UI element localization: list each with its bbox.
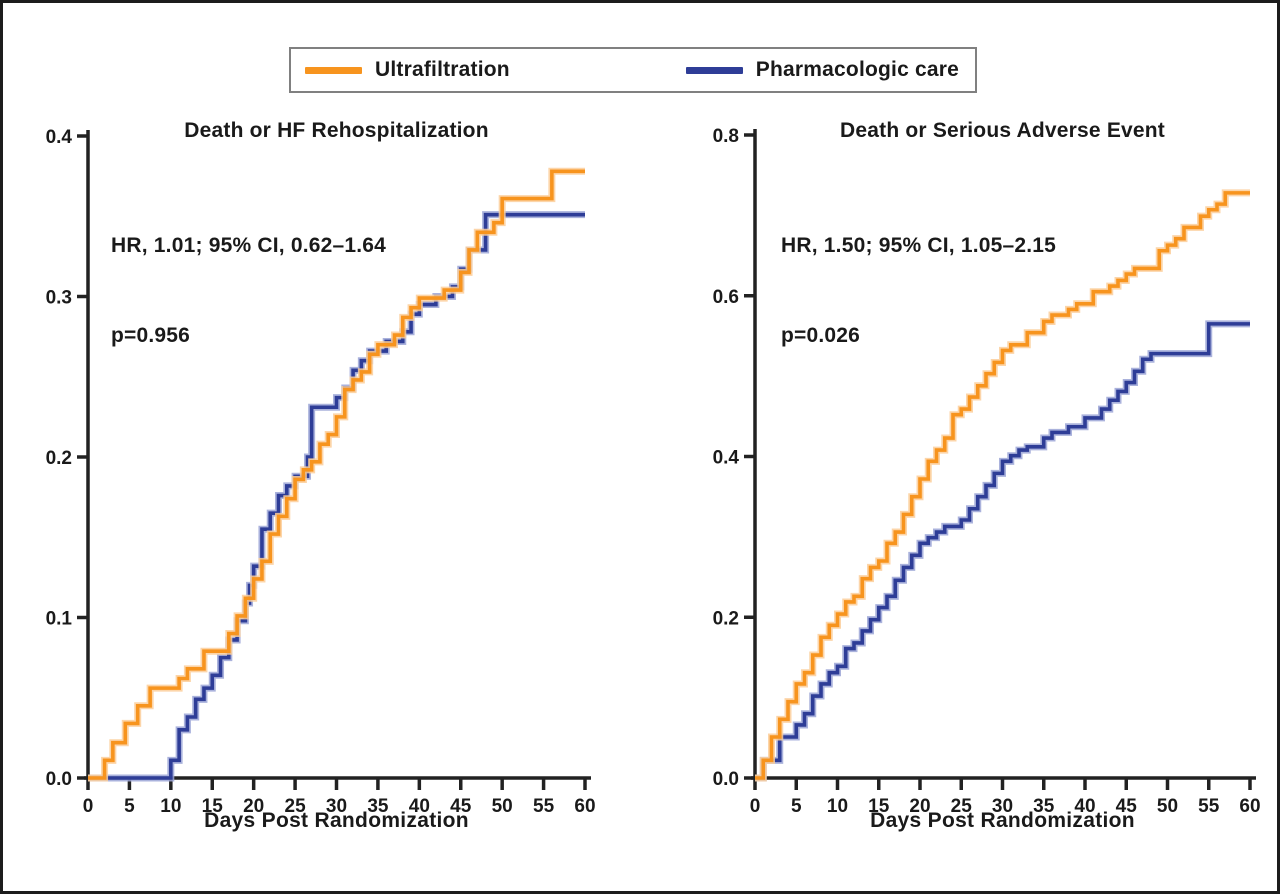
x-tick-label: 40 [409, 796, 430, 817]
y-tick-label: 0.2 [46, 448, 72, 469]
y-tick-label: 0.1 [46, 609, 73, 630]
series-line-pharmacologic-care [755, 322, 1250, 780]
x-tick-label: 30 [992, 796, 1013, 817]
y-tick-label: 0.2 [713, 608, 739, 629]
pharmacologic-care-line-swatch [685, 66, 743, 74]
kaplan-meier-charts-svg: 0.00.10.20.30.40 5 10 15 20 25 30 35 40 45 50 55 600… [46, 126, 1261, 817]
series-halo-pharmacologic-care [88, 211, 585, 782]
x-tick-label: 15 [868, 796, 890, 817]
x-tick-label: 20 [243, 796, 264, 817]
legend: Ultrafiltration Pharmacologic care [289, 47, 977, 93]
x-tick-label: 10 [160, 796, 181, 817]
x-tick-label: 35 [367, 796, 389, 817]
right-chart-stats: HR, 1.50; 95% CI, 1.05–2.15 p=0.026 [781, 171, 1056, 411]
x-tick-label: 60 [1239, 796, 1260, 817]
right-x-axis-label: Days Post Randomization [870, 809, 1135, 832]
x-tick-label: 40 [1074, 796, 1095, 817]
right-chart-pvalue: p=0.026 [781, 324, 861, 347]
x-tick-label: 60 [574, 796, 595, 817]
left-x-axis-label: Days Post Randomization [204, 809, 469, 832]
right-chart-title: Death or Serious Adverse Event [840, 119, 1165, 142]
x-tick-label: 25 [285, 796, 307, 817]
x-tick-label: 50 [492, 796, 513, 817]
legend-item-pharmacologic-care: Pharmacologic care [685, 58, 959, 82]
legend-label-pharmacologic-care: Pharmacologic care [755, 58, 959, 81]
x-tick-label: 10 [827, 796, 848, 817]
right-chart-hr-ci: HR, 1.50; 95% CI, 1.05–2.15 [781, 234, 1057, 257]
y-tick-label: 0.0 [713, 769, 739, 790]
left-chart-stats: HR, 1.01; 95% CI, 0.62–1.64 p=0.956 [111, 171, 386, 411]
series-line-pharmacologic-care [88, 212, 585, 780]
legend-item-ultrafiltration: Ultrafiltration [305, 58, 510, 82]
legend-label-ultrafiltration: Ultrafiltration [375, 58, 510, 81]
x-tick-label: 55 [533, 796, 555, 817]
x-tick-label: 50 [1157, 796, 1178, 817]
y-tick-label: 0.6 [713, 287, 739, 308]
y-tick-label: 0.3 [46, 288, 72, 309]
x-tick-label: 0 [83, 796, 94, 817]
series-halo-pharmacologic-care [755, 320, 1250, 782]
x-tick-label: 20 [909, 796, 930, 817]
series-line-ultrafiltration [88, 169, 585, 780]
left-chart-hr-ci: HR, 1.01; 95% CI, 0.62–1.64 [111, 234, 387, 257]
ultrafiltration-line-swatch [305, 66, 362, 74]
series-line-ultrafiltration [755, 191, 1250, 780]
x-tick-label: 5 [791, 796, 802, 817]
x-tick-label: 45 [1116, 796, 1138, 817]
x-tick-label: 55 [1198, 796, 1220, 817]
y-tick-label: 0.4 [46, 127, 73, 148]
left-chart-title: Death or HF Rehospitalization [184, 119, 489, 142]
x-tick-label: 35 [1033, 796, 1055, 817]
x-tick-label: 25 [951, 796, 973, 817]
y-tick-label: 0.4 [713, 448, 740, 469]
x-tick-label: 5 [124, 796, 135, 817]
x-tick-label: 15 [202, 796, 224, 817]
left-chart-pvalue: p=0.956 [111, 324, 191, 347]
x-tick-label: 45 [450, 796, 472, 817]
x-tick-label: 0 [750, 796, 761, 817]
x-tick-label: 30 [326, 796, 347, 817]
y-tick-label: 0.8 [713, 126, 739, 147]
series-halo-ultrafiltration [755, 189, 1250, 782]
y-tick-label: 0.0 [46, 769, 72, 790]
